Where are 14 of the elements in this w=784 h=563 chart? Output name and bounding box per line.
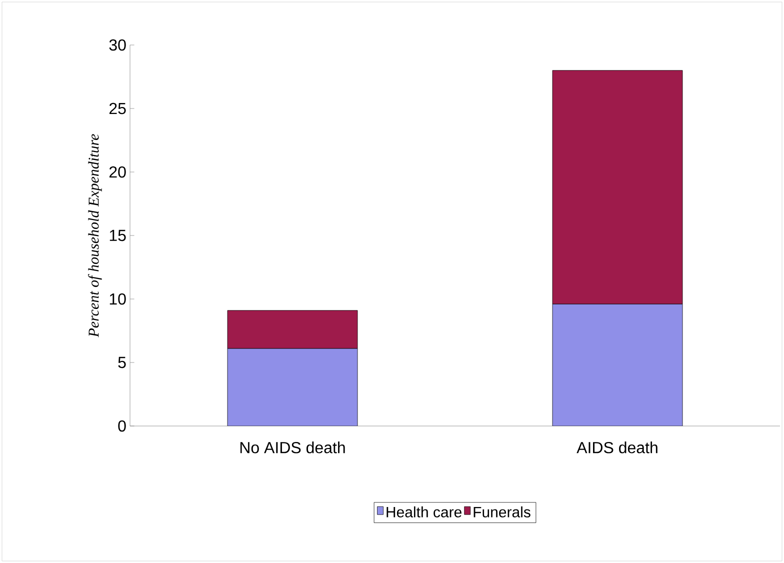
y-tick-label: 5 — [118, 356, 126, 368]
y-tick-label: 15 — [110, 230, 126, 242]
y-tick-label: 30 — [109, 39, 126, 51]
y-tick-label: 25 — [109, 102, 126, 114]
y-tick-label: 20 — [109, 166, 126, 178]
y-axis-title: Percent of household Expenditure — [88, 134, 102, 338]
y-tick-label: 0 — [118, 420, 126, 432]
y-tick-label: 10 — [110, 293, 126, 305]
bar — [552, 304, 683, 426]
x-tick-label: AIDS death — [576, 442, 658, 454]
legend-label: Health care — [386, 506, 462, 518]
bar — [227, 348, 358, 426]
x-tick-label: No AIDS death — [240, 442, 345, 454]
legend-label: Funerals — [474, 506, 530, 518]
